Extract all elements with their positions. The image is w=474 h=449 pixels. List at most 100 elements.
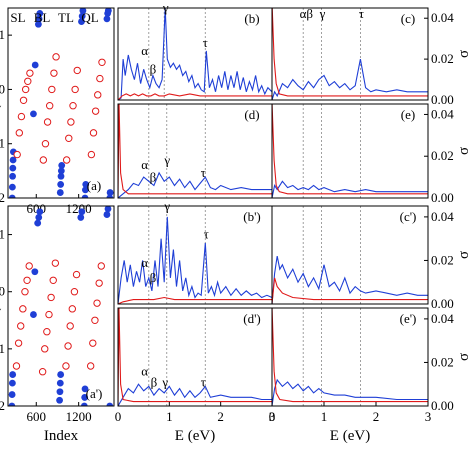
data-point-red	[50, 69, 58, 77]
data-point-red	[64, 342, 72, 350]
panel-frame	[7, 205, 115, 407]
y-tick-label: 0.02	[431, 148, 454, 163]
y-axis-label: σ	[456, 50, 472, 58]
data-point-blue	[57, 167, 65, 175]
data-point-blue	[81, 186, 89, 194]
series-line-red	[272, 104, 428, 195]
data-point-blue	[57, 172, 65, 180]
data-point-red	[97, 262, 105, 270]
peak-label: τ	[359, 6, 364, 21]
panel-frame	[271, 205, 429, 305]
x-tick-label: 2	[217, 409, 224, 424]
panel-9: (e') 0.00 0.02 0.04 σ 0 1 2 3 E (eV)	[269, 307, 472, 444]
data-point-red	[49, 276, 57, 284]
peak-label: τ	[201, 165, 206, 180]
data-point-red	[94, 91, 102, 99]
data-point-red	[89, 129, 98, 137]
data-point-blue	[9, 371, 17, 378]
data-point-blue	[103, 15, 111, 23]
series-line-blue	[272, 378, 428, 406]
series-line-blue	[118, 8, 272, 100]
data-point-blue	[82, 181, 90, 188]
data-point-red	[41, 140, 50, 148]
plot-area	[118, 216, 272, 304]
y-tick-label: 0.04	[431, 311, 454, 326]
data-point-red	[24, 77, 32, 85]
data-point-red	[89, 339, 97, 347]
stacking-label: QL	[81, 10, 98, 25]
data-point-blue	[78, 12, 86, 20]
data-point-red	[19, 96, 28, 104]
data-point-blue	[81, 394, 89, 401]
plot-area	[8, 8, 114, 198]
data-point-red	[47, 293, 55, 302]
y-tick-label: -2	[0, 398, 5, 413]
data-point-blue	[9, 156, 17, 164]
data-point-blue	[8, 379, 16, 387]
panel-5: (e) 0.00 0.02 0.04 σ	[271, 103, 472, 205]
data-point-red	[96, 74, 104, 83]
data-point-red	[21, 288, 29, 296]
peak-label: τ	[201, 374, 206, 389]
data-point-red	[69, 102, 77, 110]
panel-tag: (b')	[243, 209, 261, 224]
series-line-blue	[118, 171, 272, 198]
peak-label: γ	[163, 198, 170, 213]
plot-area	[8, 206, 114, 406]
data-point-red	[13, 150, 21, 159]
data-point-blue	[56, 189, 64, 196]
data-point-blue	[81, 194, 89, 198]
peak-label: γ	[161, 374, 168, 389]
data-point-red	[68, 305, 77, 313]
x-tick-label: 600	[27, 409, 47, 424]
y-axis-label: E (eV)	[0, 286, 2, 326]
data-point-red	[17, 322, 25, 330]
x-axis-label: E (eV)	[330, 428, 370, 444]
y-axis-label: σ	[456, 147, 472, 155]
x-tick-label: 3	[269, 409, 276, 424]
panel-tag: (b)	[244, 11, 259, 26]
data-point-red	[38, 368, 47, 376]
x-tick-label: 0	[115, 409, 122, 424]
series-line-red	[272, 308, 428, 403]
data-point-red	[86, 362, 95, 370]
data-point-blue	[9, 164, 17, 172]
data-point-red	[39, 156, 48, 164]
stacking-label: BL	[34, 10, 51, 25]
y-tick-label: -1	[0, 341, 5, 356]
data-point-blue	[34, 20, 42, 28]
peak-label: α	[141, 157, 148, 172]
data-point-blue	[77, 214, 85, 221]
y-tick-label: 0	[0, 284, 5, 299]
panel-2: (b) αβ γ τ	[117, 0, 273, 101]
data-point-blue	[78, 18, 85, 25]
data-point-red	[14, 339, 23, 347]
peak-label: α	[141, 255, 148, 270]
data-point-blue	[103, 211, 111, 218]
panel-tag: (a)	[87, 178, 101, 193]
data-point-red	[87, 150, 96, 159]
data-point-red	[26, 69, 34, 77]
plot-area	[272, 104, 428, 198]
plot-area	[118, 308, 272, 406]
series-line-red	[272, 8, 428, 97]
plot-area	[118, 104, 272, 198]
series-line-blue	[118, 383, 272, 406]
plot-area	[272, 8, 428, 100]
data-point-blue	[36, 208, 44, 216]
data-point-red	[23, 276, 31, 284]
data-point-blue	[9, 172, 16, 180]
data-point-red	[95, 279, 103, 287]
peak-label: β	[150, 270, 157, 285]
data-point-blue	[30, 110, 37, 118]
series-line-red	[118, 308, 272, 406]
panel-tag: (c)	[401, 11, 415, 26]
series-line-blue	[272, 255, 428, 304]
panel-tag: (e)	[401, 107, 415, 122]
y-tick-label: 0.02	[431, 252, 454, 267]
data-point-blue	[56, 379, 64, 387]
data-point-red	[67, 118, 75, 126]
data-point-red	[70, 288, 79, 296]
panel-tag: (d)	[244, 107, 259, 122]
x-tick-label: 1	[321, 409, 328, 424]
